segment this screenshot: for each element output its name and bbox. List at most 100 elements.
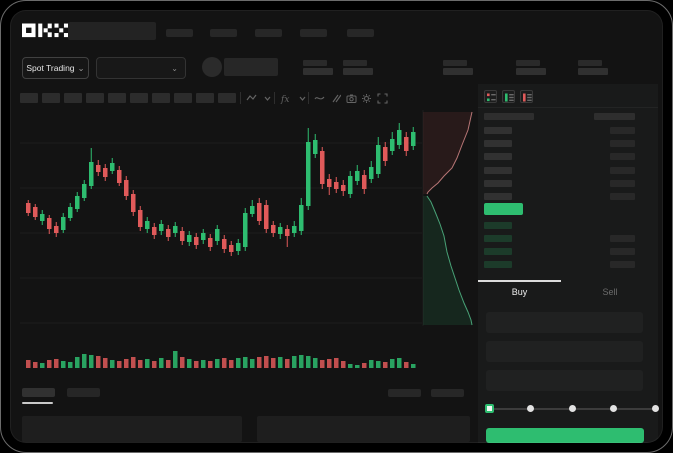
orderbook-view-asks-icon[interactable]: [520, 90, 533, 103]
bid-price-placeholder[interactable]: [484, 222, 512, 229]
amount-slider-dot[interactable]: [610, 405, 617, 412]
nav-item-placeholder[interactable]: [166, 29, 193, 37]
bid-price-placeholder[interactable]: [484, 248, 512, 255]
amount-input[interactable]: [486, 341, 643, 362]
candle-down: [47, 218, 52, 229]
volume-bar: [229, 360, 234, 368]
total-input[interactable]: [486, 370, 643, 391]
candle-up: [68, 207, 73, 218]
volume-bar: [54, 359, 59, 368]
candle-up: [411, 132, 416, 146]
volume-bar: [236, 358, 241, 368]
volume-bar: [201, 360, 206, 368]
chart-type-icon[interactable]: [245, 92, 257, 104]
amount-slider-dot[interactable]: [651, 405, 659, 412]
ask-price-placeholder[interactable]: [484, 167, 512, 174]
amount-slider-dot[interactable]: [527, 405, 534, 412]
candle-up: [369, 167, 374, 179]
chevron-down-icon[interactable]: [296, 92, 308, 104]
depth-asks-area: [423, 112, 472, 194]
orderbook-view-bids-icon[interactable]: [502, 90, 515, 103]
timeframe-button[interactable]: [108, 93, 126, 103]
orderbook-last-price[interactable]: [484, 203, 523, 215]
candle-down: [26, 203, 31, 213]
orderbook-amount-header-placeholder: [594, 113, 635, 120]
chevron-down-icon: ⌄: [171, 63, 178, 73]
bid-amount-placeholder: [610, 248, 635, 255]
candle-up: [75, 196, 80, 209]
volume-bar: [152, 361, 157, 368]
nav-item-placeholder[interactable]: [300, 29, 327, 37]
volume-bar: [292, 356, 297, 368]
tab-sell[interactable]: Sell: [602, 287, 618, 297]
timeframe-button[interactable]: [20, 93, 38, 103]
amount-slider-handle[interactable]: [485, 404, 494, 413]
volume-bar: [411, 364, 416, 368]
nav-item-placeholder[interactable]: [347, 29, 374, 37]
indicator-fx-icon[interactable]: fx: [279, 92, 291, 104]
timeframe-button[interactable]: [152, 93, 170, 103]
market-type-selector[interactable]: Spot Trading ⌄: [22, 57, 89, 79]
line-wave-icon[interactable]: [313, 92, 325, 104]
compare-icon[interactable]: [329, 92, 341, 104]
timeframe-button[interactable]: [42, 93, 60, 103]
volume-bar: [327, 359, 332, 368]
candle-down: [54, 226, 59, 233]
ask-price-placeholder[interactable]: [484, 180, 512, 187]
candle-down: [327, 179, 332, 187]
ask-amount-placeholder: [610, 193, 635, 200]
volume-bar: [348, 364, 353, 368]
ticker-stat-placeholder: [443, 60, 475, 75]
timeframe-button[interactable]: [218, 93, 236, 103]
timeframe-button[interactable]: [174, 93, 192, 103]
search-input[interactable]: [68, 22, 156, 40]
nav-item-placeholder[interactable]: [255, 29, 282, 37]
buy-button[interactable]: [486, 428, 644, 443]
order-panel: Buy Sell: [478, 84, 659, 453]
candle-down: [264, 205, 269, 229]
orders-action-placeholder[interactable]: [431, 389, 464, 397]
price-input[interactable]: [486, 312, 643, 333]
volume-bar: [180, 357, 185, 368]
ask-price-placeholder[interactable]: [484, 153, 512, 160]
candle-down: [166, 229, 171, 237]
bid-price-placeholder[interactable]: [484, 235, 512, 242]
orderbook-view-both-icon[interactable]: [484, 90, 497, 103]
ask-price-placeholder[interactable]: [484, 127, 512, 134]
chevron-down-icon[interactable]: [261, 92, 273, 104]
nav-item-placeholder[interactable]: [210, 29, 237, 37]
tab-buy[interactable]: Buy: [511, 287, 528, 297]
ask-price-placeholder[interactable]: [484, 193, 512, 200]
volume-bar: [271, 358, 276, 368]
orders-panel-placeholder: [257, 416, 470, 442]
orders-action-placeholder[interactable]: [388, 389, 421, 397]
settings-gear-icon[interactable]: [360, 92, 372, 104]
amount-slider-dot[interactable]: [568, 405, 576, 412]
fullscreen-icon[interactable]: [376, 92, 388, 104]
volume-bar: [33, 362, 38, 368]
ask-price-placeholder[interactable]: [484, 140, 512, 147]
volume-bar: [26, 360, 31, 368]
timeframe-button[interactable]: [86, 93, 104, 103]
volume-bar: [215, 359, 220, 368]
volume-bar: [355, 365, 360, 368]
volume-bar: [257, 357, 262, 368]
bid-price-placeholder[interactable]: [484, 261, 512, 268]
camera-icon[interactable]: [345, 92, 357, 104]
volume-bar: [145, 359, 150, 368]
timeframe-button[interactable]: [130, 93, 148, 103]
pair-selector-dropdown[interactable]: ⌄: [96, 57, 186, 79]
orders-tab[interactable]: [67, 388, 100, 397]
volume-bar: [222, 358, 227, 368]
volume-bar: [341, 361, 346, 368]
volume-bar: [208, 361, 213, 368]
orders-tab-active[interactable]: [22, 388, 55, 397]
volume-bar: [159, 358, 164, 368]
candle-up: [397, 130, 402, 145]
timeframe-button[interactable]: [196, 93, 214, 103]
timeframe-button[interactable]: [64, 93, 82, 103]
volume-bar: [285, 359, 290, 368]
candle-down: [320, 151, 325, 184]
